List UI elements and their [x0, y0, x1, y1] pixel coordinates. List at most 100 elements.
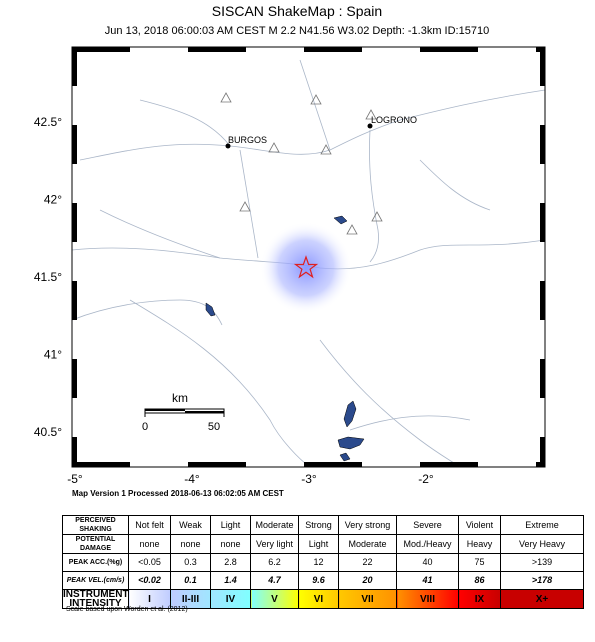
rivers — [71, 59, 546, 468]
legend-cell: Light — [210, 515, 251, 535]
legend-cell: 4.7 — [250, 571, 299, 590]
legend-cell: Mod./Heavy — [396, 534, 459, 554]
shaking-area — [260, 222, 352, 314]
legend-cell: <0.05 — [128, 553, 171, 572]
row-header: POTENTIAL DAMAGE — [62, 534, 129, 554]
legend-cell: >178 — [500, 571, 584, 590]
frame-tick — [72, 437, 77, 467]
axis-labels: 42.5° 42° 41.5° 41° 40.5° -5° -4° -3° -2° — [34, 115, 434, 486]
legend-cell: Moderate — [338, 534, 397, 554]
city-dot — [225, 143, 231, 149]
legend-cell: 20 — [338, 571, 397, 590]
frame-tick — [420, 462, 478, 467]
legend-row: POTENTIAL DAMAGE none none none Very light Li… — [62, 534, 584, 554]
lon-label: -5° — [67, 472, 83, 486]
scale-end: 50 — [208, 421, 220, 433]
stations — [220, 92, 383, 235]
legend-cell: Not felt — [128, 515, 171, 535]
frame-tick — [304, 47, 362, 52]
legend-row: PERCEIVED SHAKING Not felt Weak Light Modera… — [62, 515, 584, 535]
legend-cell: Light — [298, 534, 339, 554]
frame-tick — [540, 47, 545, 86]
legend-cell: X+ — [500, 589, 584, 609]
legend-cell: Weak — [170, 515, 211, 535]
legend-row: PEAK ACC.(%g) <0.05 0.3 2.8 6.2 12 22 40 75 >139 — [62, 553, 584, 572]
lon-label: -4° — [184, 472, 200, 486]
map-figure: SISCAN ShakeMap : Spain Jun 13, 2018 06:… — [34, 3, 546, 498]
scale-bar: km 0 50 — [142, 391, 225, 433]
city-label: BURGOS — [228, 135, 267, 145]
frame-tick — [72, 47, 130, 52]
row-header: PEAK VEL.(cm/s) — [62, 571, 129, 590]
scale-unit: km — [172, 391, 188, 405]
legend-cell: 75 — [458, 553, 501, 572]
legend-cell: <0.02 — [128, 571, 171, 590]
city-label: LOGRONO — [371, 115, 417, 125]
legend-cell: Heavy — [458, 534, 501, 554]
legend-cell: VI — [298, 589, 339, 609]
footer: Map Version 1 Processed 2018-06-13 06:02… — [72, 489, 284, 498]
legend-cell: 6.2 — [250, 553, 299, 572]
legend-cell: 86 — [458, 571, 501, 590]
legend-cell: I — [128, 589, 171, 609]
lat-label: 41° — [44, 348, 62, 362]
lat-label: 42.5° — [34, 115, 62, 129]
legend-cell: VII — [338, 589, 397, 609]
lat-label: 42° — [44, 193, 62, 207]
map-area: BURGOS LOGRONO km 0 50 — [71, 46, 546, 468]
legend-cell: 2.8 — [210, 553, 251, 572]
legend-cell: Very light — [250, 534, 299, 554]
frame-tick — [304, 462, 362, 467]
legend-cell: >139 — [500, 553, 584, 572]
city-dot — [367, 123, 373, 129]
legend-cell: 12 — [298, 553, 339, 572]
frame-tick — [540, 281, 545, 320]
legend-cell: 22 — [338, 553, 397, 572]
lon-label: -3° — [301, 472, 317, 486]
legend-row: INSTRUMENTAL INTENSITYIII-IIIIVVVIVIIVII… — [62, 589, 584, 609]
frame-tick — [540, 203, 545, 242]
legend-cell: Very Heavy — [500, 534, 584, 554]
lakes — [205, 215, 365, 462]
frame-tick — [420, 47, 478, 52]
legend-cell: Violent — [458, 515, 501, 535]
legend-row: PEAK VEL.(cm/s) <0.02 0.1 1.4 4.7 9.6 20 41 86 >1… — [62, 571, 584, 590]
title: SISCAN ShakeMap : Spain — [212, 3, 382, 19]
legend-cell: none — [128, 534, 171, 554]
frame-tick — [188, 462, 246, 467]
frame-tick — [188, 47, 246, 52]
legend-cell: 1.4 — [210, 571, 251, 590]
legend-cell: none — [210, 534, 251, 554]
row-header: PERCEIVED SHAKING — [62, 515, 129, 535]
legend-cell: II-III — [170, 589, 211, 609]
frame-tick — [72, 462, 130, 467]
legend-cell: 0.3 — [170, 553, 211, 572]
frame-tick — [72, 125, 77, 164]
legend-cell: IX — [458, 589, 501, 609]
legend-cell: 40 — [396, 553, 459, 572]
row-header: INSTRUMENTAL INTENSITY — [62, 589, 129, 609]
row-header: PEAK ACC.(%g) — [62, 553, 129, 572]
frame-tick — [540, 437, 545, 467]
lon-label: -2° — [418, 472, 434, 486]
epicenter — [293, 255, 319, 279]
legend-cell: VIII — [396, 589, 459, 609]
frame-tick — [72, 281, 77, 320]
intensity-legend: PERCEIVED SHAKING Not felt Weak Light Modera… — [62, 515, 584, 609]
legend-cell: Severe — [396, 515, 459, 535]
legend-cell: Moderate — [250, 515, 299, 535]
scale-note: Scale based upon Worden et al. (2012) — [66, 606, 188, 613]
frame-tick — [72, 203, 77, 242]
frame-tick — [540, 125, 545, 164]
frame-tick — [72, 47, 77, 86]
legend-cell: 9.6 — [298, 571, 339, 590]
subtitle: Jun 13, 2018 06:00:03 AM CEST M 2.2 N41.… — [105, 25, 489, 37]
lat-label: 40.5° — [34, 425, 62, 439]
legend-cell: Strong — [298, 515, 339, 535]
legend-cell: 0.1 — [170, 571, 211, 590]
legend-cell: V — [250, 589, 299, 609]
scale-start: 0 — [142, 421, 148, 433]
legend-cell: IV — [210, 589, 251, 609]
legend-cell: none — [170, 534, 211, 554]
